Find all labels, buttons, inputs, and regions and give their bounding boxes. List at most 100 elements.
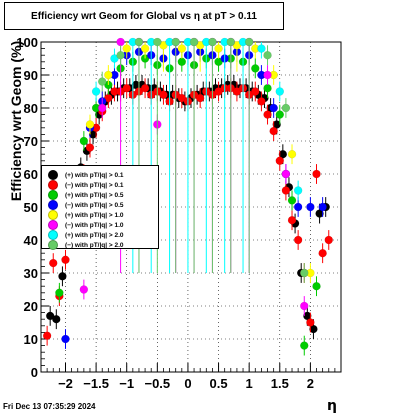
- legend-label: (+) with pT/|q| > 2.0: [65, 231, 124, 239]
- legend-label: (+) with pT/|q| > 0.5: [65, 191, 124, 199]
- data-point: [140, 83, 150, 93]
- y-tick-label: 100: [16, 35, 38, 50]
- data-point: [153, 37, 162, 47]
- legend-label: (−) with pT/|q| > 1.0: [65, 221, 124, 229]
- legend-marker: [48, 190, 58, 200]
- data-point: [281, 169, 291, 179]
- data-point: [281, 103, 291, 113]
- y-tick-label: 90: [24, 68, 38, 83]
- data-point: [269, 126, 278, 136]
- data-point: [97, 77, 107, 86]
- data-point: [116, 37, 125, 47]
- y-tick-label: 20: [24, 299, 38, 314]
- legend-label: (−) with pT/|q| > 0.5: [65, 201, 124, 209]
- y-tick-label: 80: [24, 101, 38, 116]
- data-point: [257, 97, 266, 106]
- y-tick-label: 30: [24, 266, 38, 281]
- data-point: [275, 110, 285, 119]
- legend-label: (−) with pT/|q| > 2.0: [65, 241, 124, 249]
- legend-entry: (+) with pT/|q| > 1.0: [42, 210, 124, 220]
- data-point: [189, 37, 199, 47]
- x-tick-label: −1: [119, 376, 134, 391]
- data-point: [269, 103, 278, 113]
- data-point: [85, 120, 95, 129]
- y-tick-label: 60: [24, 167, 38, 182]
- data-point: [263, 70, 272, 80]
- data-point: [293, 235, 303, 245]
- data-point: [318, 202, 327, 212]
- data-point: [272, 120, 281, 129]
- data-point: [306, 202, 315, 212]
- y-tick-label: 10: [24, 332, 38, 347]
- data-point: [134, 37, 144, 47]
- data-point: [42, 331, 52, 340]
- data-point: [91, 87, 101, 96]
- y-tick-label: 70: [24, 134, 38, 149]
- x-tick-label: −0.5: [144, 376, 170, 391]
- data-point: [79, 136, 89, 146]
- legend-entry: (−) with pT/|q| > 0.5: [42, 200, 124, 210]
- y-tick-label: 50: [24, 200, 38, 215]
- data-point: [275, 156, 285, 166]
- data-point: [61, 255, 70, 265]
- legend-marker: [48, 200, 58, 210]
- legend-entry: (−) with pT/|q| > 0.1: [42, 180, 124, 190]
- x-tick-label: 1.5: [271, 376, 289, 391]
- x-tick-label: 1: [246, 376, 253, 391]
- data-point: [226, 37, 236, 47]
- data-point: [214, 44, 223, 53]
- legend-marker: [48, 170, 58, 180]
- data-point: [104, 70, 113, 80]
- data-point: [312, 169, 321, 179]
- x-tick-label: 0.5: [210, 376, 228, 391]
- x-axis-label: η: [327, 398, 337, 414]
- data-point: [85, 143, 95, 152]
- data-point: [61, 334, 70, 344]
- data-point: [309, 324, 318, 334]
- data-point: [257, 44, 266, 53]
- data-point: [97, 103, 107, 113]
- data-point: [324, 235, 334, 245]
- data-point: [293, 186, 303, 195]
- data-point: [287, 215, 297, 225]
- data-point: [263, 83, 272, 93]
- data-point: [140, 44, 150, 53]
- data-point: [278, 149, 288, 159]
- data-point: [208, 37, 217, 47]
- data-point: [116, 50, 125, 60]
- data-point: [88, 130, 98, 139]
- legend-marker: [48, 220, 58, 230]
- legend-label: (+) with pT/|q| > 1.0: [65, 211, 124, 219]
- data-point: [52, 314, 61, 324]
- x-tick-label: 2: [307, 376, 314, 391]
- data-point: [48, 258, 58, 268]
- data-point: [263, 50, 272, 60]
- legend: (+) with pT/|q| > 0.1 (−) with pT/|q| > 0…: [41, 165, 159, 250]
- data-point: [300, 268, 309, 278]
- data-point: [306, 318, 315, 327]
- data-point: [177, 57, 187, 67]
- data-point: [58, 272, 67, 281]
- x-tick-label: 0: [184, 376, 191, 391]
- data-point: [293, 202, 303, 212]
- y-tick-label: 0: [31, 365, 38, 380]
- legend-entry: (+) with pT/|q| > 0.5: [42, 190, 124, 200]
- legend-marker: [48, 240, 58, 250]
- data-point: [122, 83, 131, 93]
- data-point: [287, 196, 297, 205]
- data-point: [177, 44, 187, 53]
- data-point: [171, 37, 180, 47]
- legend-entry: (+) with pT/|q| > 0.1: [42, 170, 124, 180]
- y-axis-label: Efficiency wrt Geom (%): [8, 40, 24, 202]
- data-point: [251, 87, 260, 96]
- data-point: [275, 87, 285, 96]
- x-tick-label: −1.5: [83, 376, 109, 391]
- data-point: [300, 301, 309, 311]
- data-point: [55, 288, 64, 298]
- legend-entry: (−) with pT/|q| > 2.0: [42, 240, 124, 250]
- data-point: [312, 281, 321, 291]
- data-point: [303, 311, 312, 321]
- data-point: [300, 341, 309, 350]
- timestamp-footer: Fri Dec 13 07:35:29 2024: [3, 402, 96, 411]
- data-point: [263, 110, 272, 119]
